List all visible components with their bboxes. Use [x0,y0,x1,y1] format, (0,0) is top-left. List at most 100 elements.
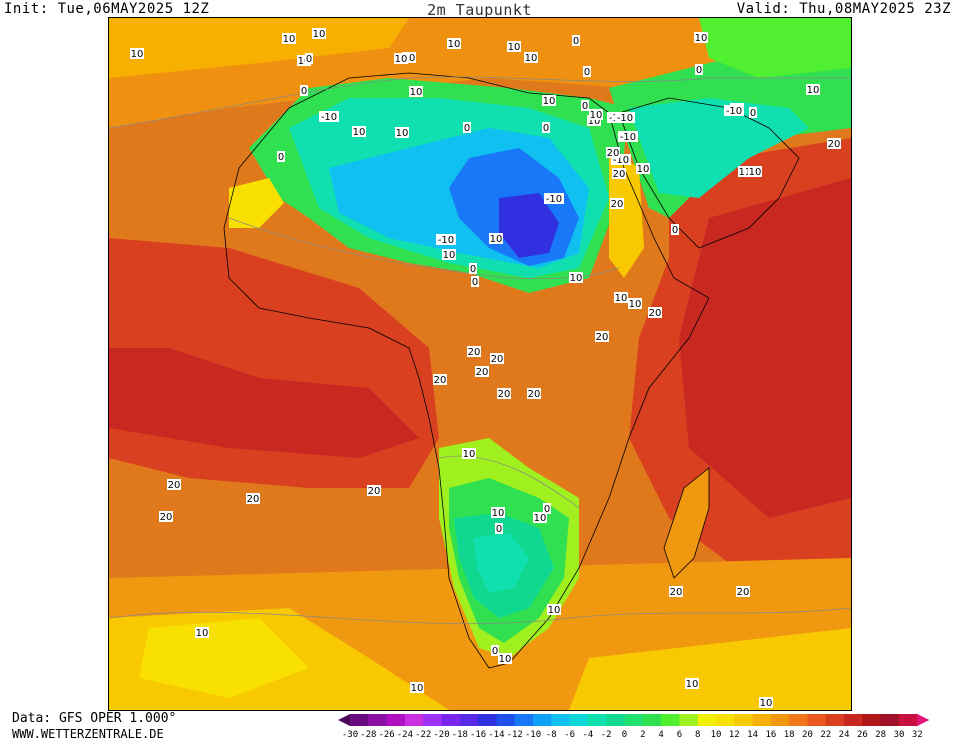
legend-tick-label: 4 [658,730,663,740]
legend-swatch [752,714,772,726]
contour-label-bg [447,38,461,49]
contour-label-bg [475,366,489,377]
contour-label: 10 [629,299,642,310]
contour-label-bg [367,485,381,496]
legend-tick-label: -22 [415,730,431,740]
contour-label: 20 [168,480,181,491]
legend-tick-label: 26 [857,730,868,740]
legend-tick-label: 16 [765,730,776,740]
contour-label: -10 [726,106,742,117]
legend-swatch [423,714,442,726]
contour-label-bg [614,292,628,303]
contour-label: 20 [247,494,260,505]
contour-label: -10 [438,235,454,246]
legend-tick-label: -16 [470,730,486,740]
contour-label-bg [581,100,589,111]
legend-swatch [679,714,699,726]
legend-swatch [642,714,662,726]
legend-tick-label: -24 [397,730,413,740]
contour-label: 10 [443,250,456,261]
contour-label: 10 [448,39,461,50]
legend-tick-label: -8 [546,730,557,740]
contour-label-bg [467,346,481,357]
contour-label: 10 [637,164,650,175]
contour-label: 20 [498,389,511,400]
contour-label-bg [489,233,503,244]
legend-tick-label: -30 [342,730,358,740]
contour-label-bg [695,64,703,75]
contour-label: 10 [534,513,547,524]
legend-tick-label: 28 [875,730,886,740]
legend-tick-label: 14 [747,730,758,740]
contour-label: 10 [353,127,366,138]
contour-label: -10 [613,155,629,166]
contour-label: 10 [131,49,144,60]
contour-label-bg [195,627,209,638]
contour-label-bg [543,503,551,514]
contour-label-bg [628,298,642,309]
contour-label: 20 [368,486,381,497]
legend-swatch [587,714,607,726]
contour-label-bg [595,331,609,342]
contour-label-bg [490,353,504,364]
legend-tick-label: 6 [677,730,682,740]
contour-label-bg [471,276,479,287]
legend-tick-label: -14 [488,730,504,740]
legend-swatch [404,714,424,726]
legend-swatch [624,714,644,726]
contour-label: 10 [298,56,311,67]
contour-label: 10 [695,33,708,44]
contour-label-bg [671,224,679,235]
contour-label-bg [491,645,499,656]
contour-label: 10 [499,654,512,665]
legend-tick-label: -12 [507,730,523,740]
contour-label: 10 [570,273,583,284]
legend-tick-label: 32 [912,730,923,740]
contour-label-bg [495,523,503,534]
website-label: WWW.WETTERZENTRALE.DE [12,727,164,741]
contour-label: 20 [737,587,750,598]
contour-label: 0 [470,264,476,275]
legend-tick-label: -26 [378,730,394,740]
contour-label-bg [589,109,603,120]
contour-label-bg [394,53,408,64]
contour-label: 20 [607,148,620,159]
contour-label: 10 [396,128,409,139]
legend-swatch [459,714,479,726]
contour-label-bg [498,653,512,664]
contour-label: 10 [463,449,476,460]
legend-arrow-left [338,714,350,726]
contour-label-bg [587,115,601,126]
legend-tick-label: 20 [802,730,813,740]
legend-swatch [789,714,808,726]
contour-label: 20 [468,347,481,358]
contour-label-bg [462,448,476,459]
contour-label-bg [610,198,624,209]
contour-label: 10 [590,110,603,121]
legend-swatch [899,714,918,726]
legend-swatch [716,714,735,726]
contour-label: 20 [596,332,609,343]
contour-label: 0 [582,101,588,112]
contour-label: 10 [508,42,521,53]
contour-label-bg [246,493,260,504]
contour-label-bg [827,138,841,149]
legend-swatch [844,714,863,726]
contour-label-bg [611,154,631,165]
contour-label-bg [648,307,662,318]
color-legend: -30 -28 -26 -24 -22 -20 -18 -16 -14 -12 -10 -8 -6 -4-… [336,712,958,744]
contour-label-bg [409,86,423,97]
contour-label: 0 [544,504,550,515]
legend-swatch [697,714,717,726]
contour-label-bg [685,678,699,689]
contour-label: 10 [410,87,423,98]
contour-label-bg [442,249,456,260]
contour-label-bg [615,112,635,123]
legend-tick-label: 24 [839,730,850,740]
contour-label-bg [305,53,313,64]
contour-label: -10 [620,132,636,143]
contour-label-bg [736,586,750,597]
contour-label-bg [300,85,308,96]
contour-label-bg [583,66,591,77]
